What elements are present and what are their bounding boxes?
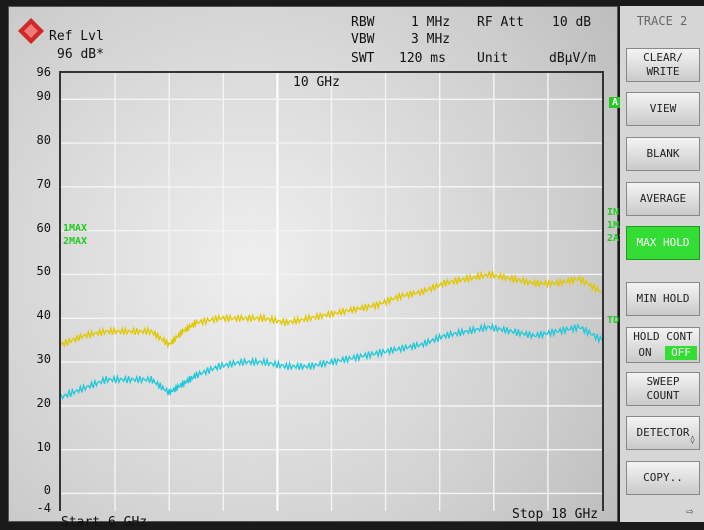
- swt-value: 120 ms: [399, 51, 446, 66]
- y-tick-label: 0: [43, 483, 51, 498]
- y-tick-label: 80: [36, 133, 51, 148]
- y-tick-label: 20: [36, 395, 51, 410]
- tdf-label: TDF: [607, 315, 626, 326]
- y-top-tick: 96: [36, 65, 51, 79]
- y-tick-label: 90: [36, 89, 51, 104]
- next-page-arrow-icon[interactable]: ⇨: [686, 504, 694, 518]
- swt-label: SWT: [351, 51, 375, 66]
- rbw-value: 1 MHz: [411, 15, 451, 30]
- y-tick-label: 70: [36, 176, 51, 191]
- max-hold-button[interactable]: MAX HOLD: [626, 226, 700, 260]
- detector-button[interactable]: DETECTOR ◊: [626, 416, 700, 450]
- average-button[interactable]: AVERAGE: [626, 182, 700, 216]
- rf-att-label: RF Att: [477, 15, 524, 30]
- rohde-schwarz-logo: [18, 18, 44, 44]
- start-frequency-label: Start 6 GHz: [61, 515, 148, 530]
- hold-cont-off: OFF: [665, 346, 697, 360]
- clear-write-button[interactable]: CLEAR/ WRITE: [626, 48, 700, 82]
- min-hold-button[interactable]: MIN HOLD: [626, 282, 700, 316]
- ref-lvl-value: 96 dB*: [57, 47, 104, 62]
- view-button[interactable]: VIEW: [626, 92, 700, 126]
- rbw-label: RBW: [351, 15, 375, 30]
- hold-cont-on: ON: [638, 346, 652, 359]
- submenu-indicator-icon: ◊: [690, 435, 695, 444]
- sweep-count-button[interactable]: SWEEP COUNT: [626, 372, 700, 406]
- detector-label: DETECTOR: [636, 426, 690, 439]
- rf-att-value: 10 dB: [552, 15, 592, 30]
- unit-value: dBµV/m: [549, 51, 596, 66]
- analyzer-screen: Ref Lvl 96 dB* RBW 1 MHz VBW 3 MHz SWT 1…: [8, 6, 625, 530]
- hold-cont-label: HOLD CONT: [633, 330, 693, 343]
- trace2-label: 2MAX: [63, 236, 88, 247]
- input-label: IN1: [607, 207, 626, 218]
- softkey-panel: TRACE 2 CLEAR/ WRITE VIEW BLANK AVERAGE …: [620, 6, 704, 522]
- mode-1ma-label: 1MA: [607, 220, 626, 231]
- trace-2-line: [61, 322, 602, 400]
- unit-label: Unit: [477, 51, 509, 66]
- softkey-menu-title: TRACE 2: [636, 14, 688, 28]
- vbw-label: VBW: [351, 32, 375, 47]
- vbw-value: 3 MHz: [411, 32, 451, 47]
- y-tick-label: 30: [36, 352, 51, 367]
- copy-button[interactable]: COPY..: [626, 461, 700, 495]
- blank-button[interactable]: BLANK: [626, 137, 700, 171]
- spectrum-plot: 10 GHz A 1MAX 2MAX IN1 1MA 2AV TDF: [59, 71, 625, 511]
- center-frequency-label: 10 GHz: [293, 75, 340, 90]
- mode-2av-label: 2AV: [607, 233, 626, 244]
- marker-a-badge: A: [609, 97, 622, 108]
- plot-svg: [61, 73, 602, 511]
- y-tick-label: 10: [36, 439, 51, 454]
- trace1-label: 1MAX: [63, 223, 88, 234]
- y-tick-label: 60: [36, 220, 51, 235]
- header: Ref Lvl 96 dB* RBW 1 MHz VBW 3 MHz SWT 1…: [9, 7, 619, 71]
- ref-lvl-label: Ref Lvl: [49, 29, 104, 44]
- trace-1-line: [61, 269, 602, 350]
- y-tick-label: 50: [36, 264, 51, 279]
- hold-cont-toggle[interactable]: HOLD CONT ON OFF: [626, 327, 700, 363]
- y-tick-label: -4: [36, 501, 51, 515]
- stop-frequency-label: Stop 18 GHz: [512, 507, 599, 522]
- y-tick-label: 40: [36, 308, 51, 323]
